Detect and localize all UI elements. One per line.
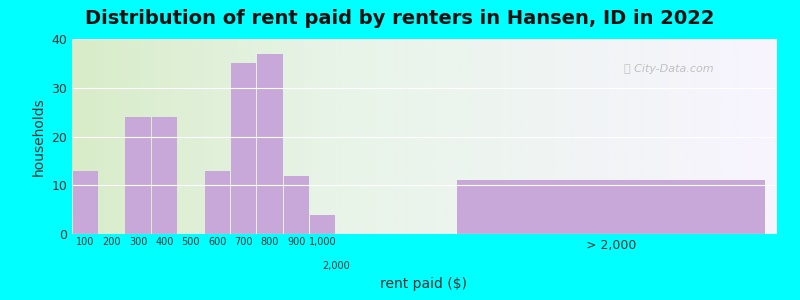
Bar (284, 176, 309, 234)
Text: Distribution of rent paid by renters in Hansen, ID in 2022: Distribution of rent paid by renters in … (86, 9, 714, 28)
Text: 2,000: 2,000 (322, 261, 350, 271)
Bar (126, 117, 150, 234)
Bar (310, 214, 335, 234)
Text: ⓘ City-Data.com: ⓘ City-Data.com (624, 64, 714, 74)
Bar (152, 117, 177, 234)
Bar (231, 63, 256, 234)
Text: rent paid ($): rent paid ($) (381, 277, 467, 291)
Bar (457, 180, 765, 234)
Y-axis label: households: households (32, 97, 46, 176)
Bar (73, 171, 98, 234)
Bar (205, 171, 230, 234)
Bar (258, 54, 282, 234)
